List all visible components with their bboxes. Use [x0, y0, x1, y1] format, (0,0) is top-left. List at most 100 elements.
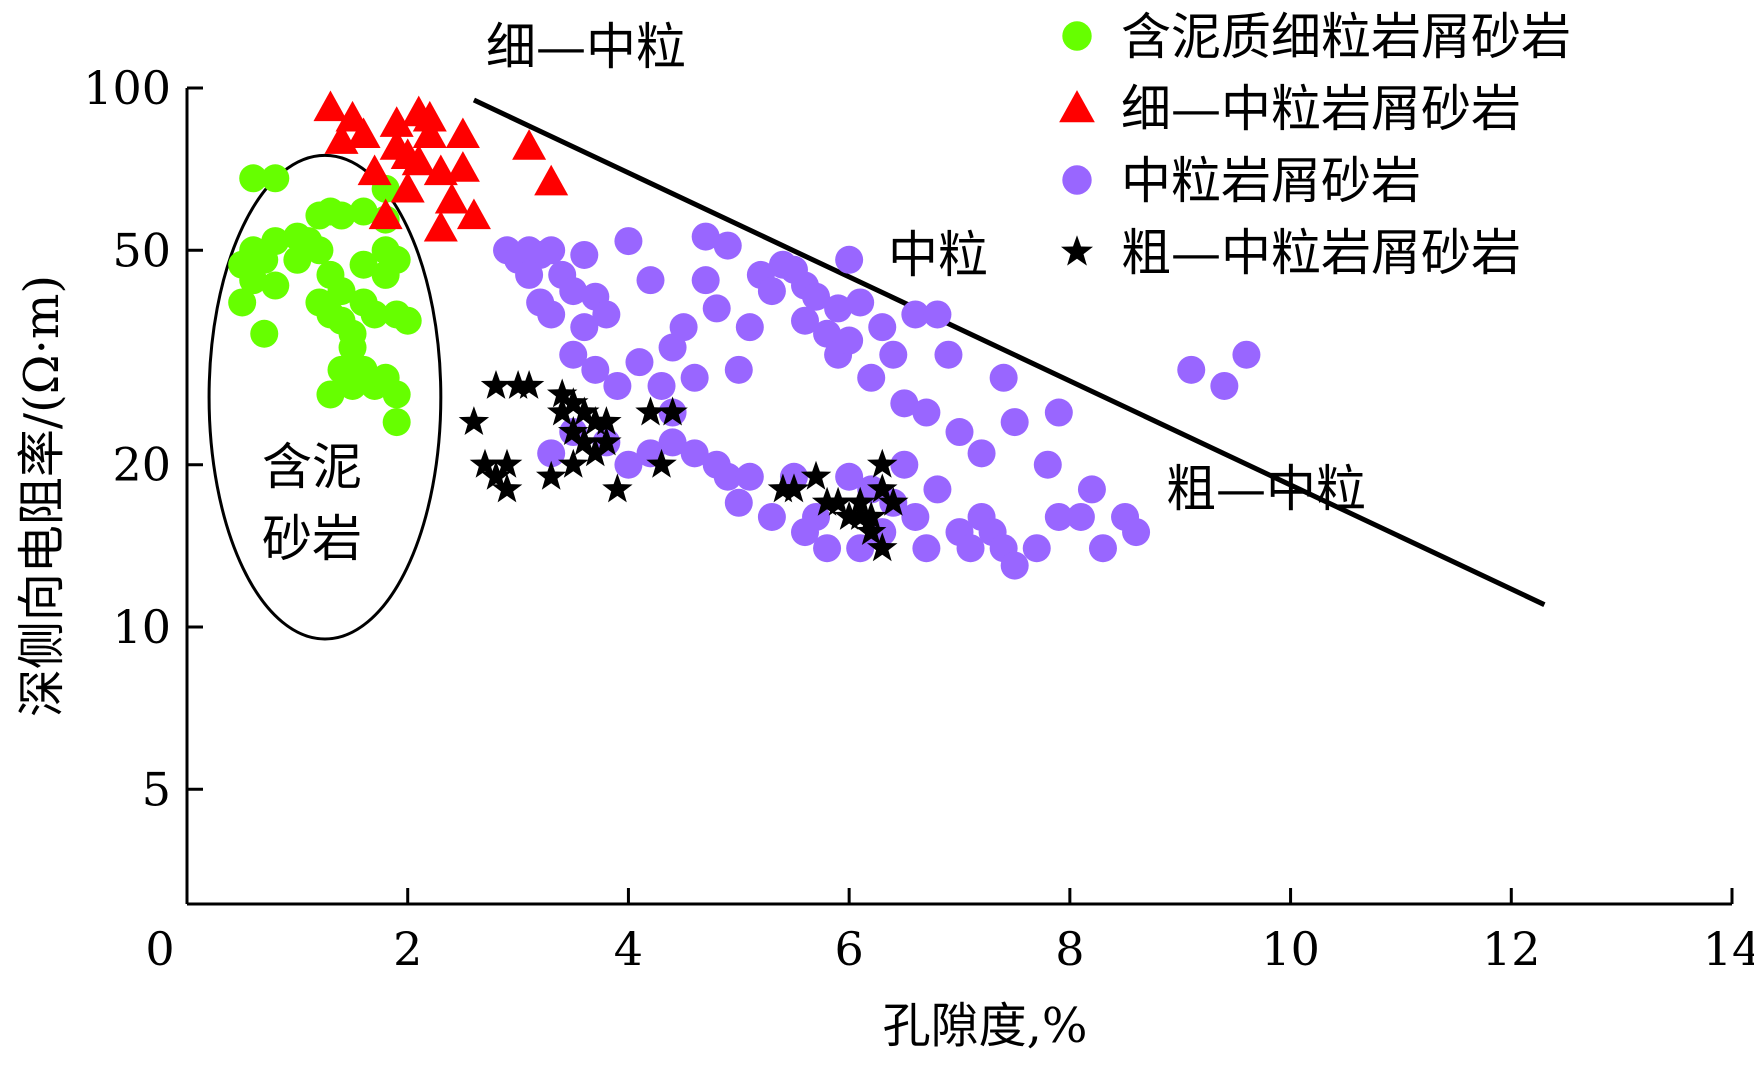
- data-point: [592, 300, 621, 329]
- data-point: [1232, 340, 1261, 369]
- data-point: [833, 501, 865, 530]
- data-point: [713, 462, 742, 491]
- data-point: [680, 439, 709, 468]
- data-point: [401, 144, 436, 176]
- data-point: [635, 396, 666, 426]
- data-point: [580, 437, 611, 467]
- data-point: [846, 288, 875, 317]
- data-point: [614, 450, 643, 479]
- data-point: [811, 486, 843, 516]
- data-point: [371, 236, 400, 265]
- data-point: [735, 462, 764, 491]
- data-point: [724, 488, 753, 517]
- data-point: [349, 250, 378, 279]
- data-point: [856, 501, 887, 530]
- data-point: [658, 428, 687, 457]
- data-point: [491, 473, 523, 503]
- data-point: [835, 245, 864, 274]
- x-tick-label: 10: [1261, 922, 1320, 976]
- data-point: [901, 300, 930, 329]
- data-point: [1177, 355, 1206, 384]
- x-tick-label: 14: [1703, 922, 1754, 976]
- data-point: [735, 313, 764, 342]
- data-point: [368, 198, 403, 230]
- x-tick-label: 0: [145, 922, 174, 976]
- data-point: [1077, 475, 1106, 504]
- annotation-sandstone: 砂岩: [262, 510, 362, 568]
- data-point: [570, 313, 599, 342]
- data-point: [261, 271, 290, 300]
- data-point: [867, 473, 898, 503]
- data-point: [691, 266, 720, 295]
- x-tick-label: 4: [614, 922, 643, 976]
- data-point: [835, 326, 864, 355]
- data-point: [702, 294, 731, 323]
- data-point: [357, 154, 392, 186]
- data-point: [456, 198, 491, 230]
- data-point: [239, 164, 268, 193]
- data-point: [1210, 371, 1239, 400]
- data-point: [657, 396, 688, 426]
- x-tick-label: 6: [835, 922, 864, 976]
- data-point: [228, 288, 257, 317]
- data-point: [879, 340, 908, 369]
- data-point: [856, 516, 887, 545]
- y-tick-label: 100: [83, 61, 171, 115]
- data-point: [581, 355, 610, 384]
- boundary-line: [472, 97, 1546, 607]
- legend-marker: [1062, 21, 1092, 51]
- data-point: [569, 396, 600, 426]
- data-point: [591, 426, 622, 456]
- data-point: [591, 406, 622, 435]
- data-point: [857, 363, 886, 392]
- series-group: [458, 370, 909, 562]
- legend-label: 中粒岩屑砂岩: [1121, 152, 1421, 210]
- series-group: [313, 90, 569, 242]
- data-point: [724, 355, 753, 384]
- data-point: [878, 486, 909, 516]
- data-point: [845, 501, 876, 530]
- data-point: [423, 210, 458, 242]
- data-point: [647, 371, 676, 400]
- data-point: [360, 300, 389, 329]
- data-point: [636, 266, 665, 295]
- data-point: [469, 448, 501, 478]
- data-point: [602, 473, 633, 503]
- data-point: [261, 164, 290, 193]
- data-point: [813, 319, 842, 348]
- data-point: [327, 277, 356, 306]
- data-point: [868, 313, 897, 342]
- data-point: [1088, 534, 1117, 563]
- data-point: [327, 201, 356, 230]
- data-point: [559, 340, 588, 369]
- data-point: [338, 371, 367, 400]
- data-point: [800, 460, 832, 490]
- data-point: [393, 306, 422, 335]
- data-point: [1022, 534, 1051, 563]
- data-point: [1033, 450, 1062, 479]
- decorations: [207, 97, 1546, 641]
- data-point: [445, 151, 480, 182]
- data-point: [945, 418, 974, 447]
- series-group: [228, 164, 422, 437]
- data-point: [445, 117, 480, 149]
- y-tick-label: 10: [112, 600, 171, 654]
- data-point: [813, 534, 842, 563]
- data-point: [1044, 398, 1073, 427]
- legend-label: 含泥质细粒岩屑砂岩: [1121, 8, 1571, 66]
- annotation-coarse-medium: 粗—中粒: [1166, 460, 1366, 518]
- data-point: [824, 294, 853, 323]
- data-point: [757, 277, 786, 306]
- data-point: [912, 398, 941, 427]
- legend-marker: [1061, 235, 1093, 266]
- y-tick-label: 50: [112, 223, 171, 277]
- data-point: [458, 406, 490, 435]
- data-point: [822, 486, 854, 516]
- mud-sandstone-ellipse: [207, 153, 443, 641]
- data-point: [547, 378, 578, 408]
- data-point: [901, 502, 930, 531]
- data-point: [558, 448, 589, 478]
- data-point: [967, 439, 996, 468]
- axes: [185, 88, 1732, 906]
